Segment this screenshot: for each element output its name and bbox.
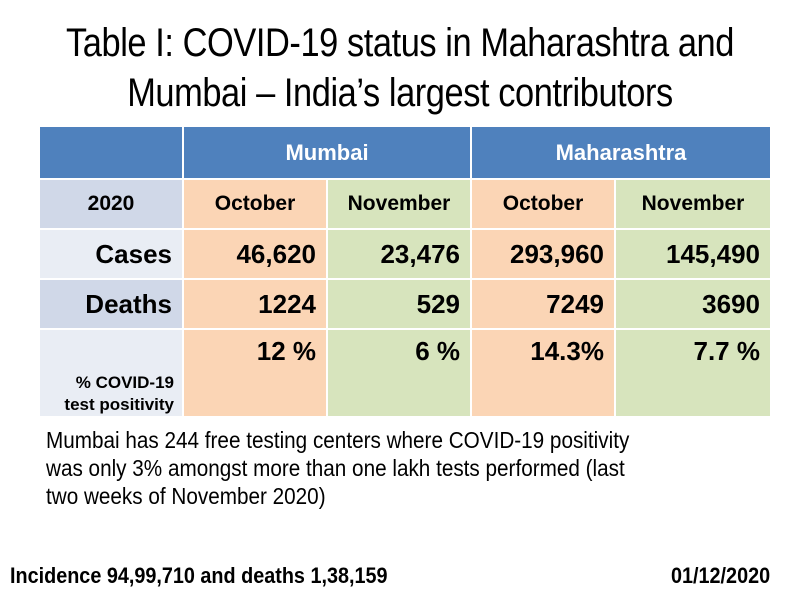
year-label: 2020 xyxy=(40,180,184,228)
mumbai-november-header: November xyxy=(328,180,472,228)
header-maharashtra: Maharashtra xyxy=(472,127,770,178)
cases-mumbai-october: 46,620 xyxy=(184,230,328,278)
row-label-positivity: % COVID-19 test positivity xyxy=(40,330,184,416)
row-label-deaths: Deaths xyxy=(40,280,184,328)
note-line-3: two weeks of November 2020) xyxy=(46,483,326,509)
report-date: 01/12/2020 xyxy=(670,563,770,588)
deaths-mumbai-october: 1224 xyxy=(184,280,328,328)
deaths-maharashtra-november: 3690 xyxy=(616,280,770,328)
table-row-deaths: Deaths 1224 529 7249 3690 xyxy=(40,280,770,330)
note-line-2: was only 3% amongst more than one lakh t… xyxy=(46,455,625,481)
row-label-cases: Cases xyxy=(40,230,184,278)
header-corner-cell xyxy=(40,127,184,178)
header-mumbai: Mumbai xyxy=(184,127,472,178)
covid-status-table: Mumbai Maharashtra 2020 October November… xyxy=(40,127,770,416)
table-subheader-row: 2020 October November October November xyxy=(40,180,770,230)
mumbai-october-header: October xyxy=(184,180,328,228)
positivity-label-line-1: % COVID-19 xyxy=(75,373,174,392)
maharashtra-october-header: October xyxy=(472,180,616,228)
table-row-cases: Cases 46,620 23,476 293,960 145,490 xyxy=(40,230,770,280)
table-header-row: Mumbai Maharashtra xyxy=(40,127,770,180)
incidence-summary: Incidence 94,99,710 and deaths 1,38,159 xyxy=(10,563,388,588)
deaths-mumbai-november: 529 xyxy=(328,280,472,328)
cases-mumbai-november: 23,476 xyxy=(328,230,472,278)
table-row-positivity: % COVID-19 test positivity 12 % 6 % 14.3… xyxy=(40,330,770,416)
positivity-label-line-2: test positivity xyxy=(64,395,174,414)
positivity-maharashtra-october: 14.3% xyxy=(472,330,616,416)
positivity-mumbai-november: 6 % xyxy=(328,330,472,416)
positivity-maharashtra-november: 7.7 % xyxy=(616,330,770,416)
slide-title: Table I: COVID-19 status in Maharashtra … xyxy=(56,18,744,118)
title-line-2: Mumbai – India’s largest contributors xyxy=(127,71,673,115)
title-line-1: Table I: COVID-19 status in Maharashtra … xyxy=(66,21,734,65)
maharashtra-november-header: November xyxy=(616,180,770,228)
deaths-maharashtra-october: 7249 xyxy=(472,280,616,328)
cases-maharashtra-october: 293,960 xyxy=(472,230,616,278)
testing-note: Mumbai has 244 free testing centers wher… xyxy=(46,426,694,510)
note-line-1: Mumbai has 244 free testing centers wher… xyxy=(46,427,630,453)
positivity-mumbai-october: 12 % xyxy=(184,330,328,416)
cases-maharashtra-november: 145,490 xyxy=(616,230,770,278)
